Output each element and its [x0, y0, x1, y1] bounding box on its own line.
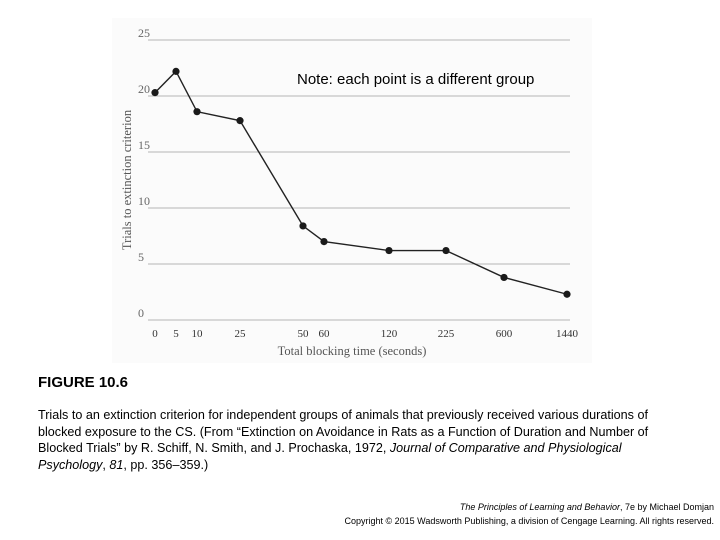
data-point-0: [151, 89, 159, 97]
book-credit: The Principles of Learning and Behavior,…: [344, 500, 714, 514]
data-point-600: [500, 273, 508, 282]
data-point-25: [236, 117, 244, 125]
x-tick-label: 10: [192, 328, 204, 340]
x-tick-label: 225: [438, 328, 455, 340]
x-tick-label: 5: [173, 328, 179, 340]
data-point-10: [193, 108, 201, 116]
caption-mid: ,: [102, 457, 110, 472]
x-tick-label: 1440: [556, 328, 579, 340]
series-line: [154, 70, 568, 295]
grid-lines: [148, 39, 570, 321]
book-author: , 7e by Michael Domjan: [619, 502, 714, 512]
y-tick-labels: 0 5 10 15 20 25: [138, 26, 150, 320]
y-axis-label: Trials to extinction criterion: [120, 109, 134, 250]
data-point-1440: [563, 290, 571, 298]
x-axis-label: Total blocking time (seconds): [278, 344, 427, 358]
figure-caption: Trials to an extinction criterion for in…: [38, 407, 678, 473]
x-tick-labels: 0 5 10 25 50 60 120 225 600 1440: [152, 328, 578, 340]
figure-title: FIGURE 10.6: [38, 374, 129, 391]
x-tick-label: 25: [235, 328, 247, 340]
data-points: [151, 67, 571, 298]
caption-journal: Journal of Comparative and Physiological…: [38, 441, 622, 472]
caption-end: , pp. 356–359.): [123, 457, 209, 472]
data-point-50: [299, 222, 307, 230]
copyright: Copyright © 2015 Wadsworth Publishing, a…: [344, 516, 714, 526]
y-tick-label: 20: [138, 82, 150, 96]
y-tick-label: 5: [138, 250, 144, 264]
y-tick-label: 25: [138, 26, 150, 40]
x-tick-label: 120: [381, 328, 398, 340]
caption-volume: 81: [109, 457, 124, 472]
line-chart: 0 5 10 15 20 25 0 5 10 25 50 60 120 225 600 1440 Trial…: [112, 18, 592, 363]
y-tick-label: 15: [138, 138, 150, 152]
caption-text: Trials to an extinction criterion for in…: [38, 408, 649, 455]
x-tick-label: 50: [298, 328, 310, 340]
x-tick-label: 0: [152, 328, 158, 340]
x-tick-label: 600: [496, 328, 513, 340]
data-point-225: [442, 246, 450, 255]
credit-block: The Principles of Learning and Behavior,…: [344, 500, 714, 528]
x-tick-label: 60: [319, 328, 331, 340]
chart-annotation: Note: each point is a different group: [297, 71, 534, 88]
y-tick-label: 10: [138, 194, 150, 208]
data-point-120: [385, 246, 393, 255]
chart-background: [112, 18, 592, 363]
data-point-5: [172, 67, 180, 75]
book-title: The Principles of Learning and Behavior: [459, 502, 620, 512]
data-point-60: [320, 238, 328, 246]
y-tick-label: 0: [138, 306, 144, 320]
